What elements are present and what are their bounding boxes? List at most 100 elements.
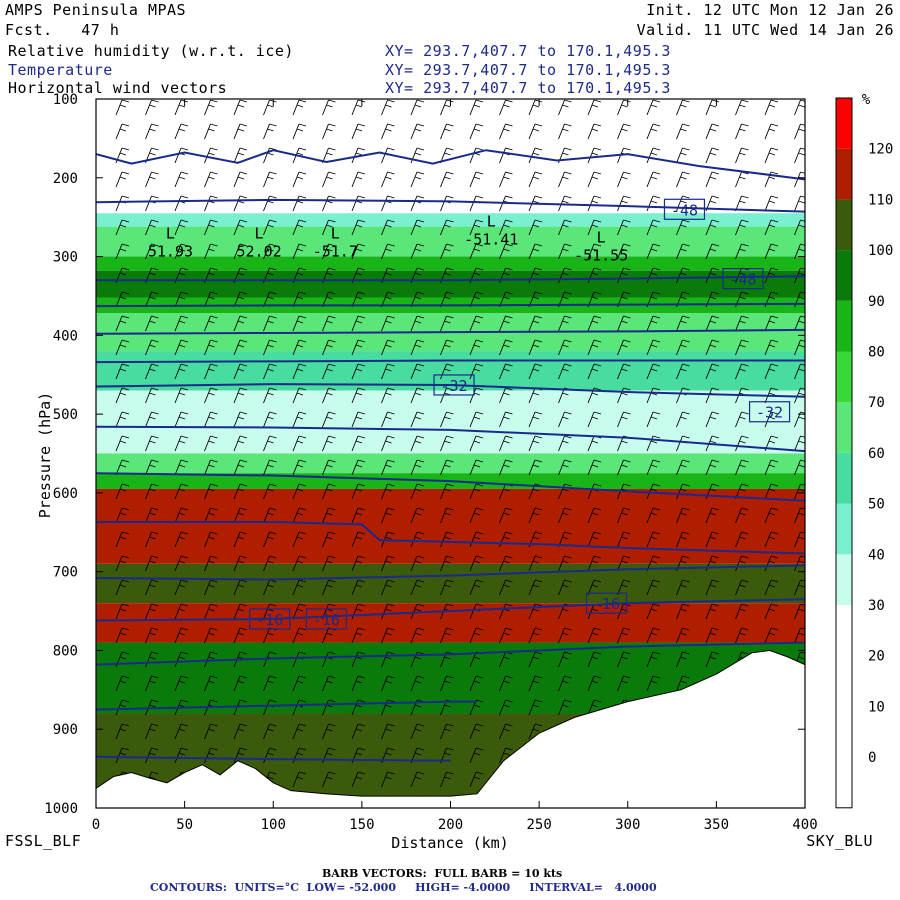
wind-barb — [204, 339, 218, 356]
wind-barb — [322, 483, 336, 500]
colorbar-swatch — [836, 148, 852, 200]
wind-barb — [233, 531, 248, 548]
wind-barb — [381, 651, 395, 668]
wind-barb — [263, 387, 277, 404]
x-tick-label: 0 — [92, 817, 100, 833]
rh-layer — [96, 453, 805, 474]
barb-legend: BARB VECTORS: FULL BARB = 10 kts — [322, 867, 563, 880]
wind-barb — [705, 579, 720, 596]
wind-barb — [381, 459, 395, 476]
wind-barb — [617, 195, 631, 212]
wind-barb — [381, 579, 395, 596]
wind-barb — [292, 555, 307, 572]
contour-label-box — [305, 608, 348, 630]
wind-barb — [410, 675, 425, 692]
wind-barb — [499, 243, 513, 260]
wind-barb — [528, 99, 543, 116]
wind-barb — [440, 411, 454, 428]
wind-barb — [322, 315, 336, 332]
terrain-surface — [96, 649, 805, 808]
wind-barb — [705, 411, 720, 428]
wind-barb — [263, 195, 277, 212]
wind-barb — [145, 531, 159, 548]
wind-barb — [410, 771, 425, 788]
wind-barb — [233, 675, 248, 692]
wind-barb — [115, 699, 130, 716]
colorbar-swatch — [836, 503, 852, 555]
wind-barb — [174, 363, 189, 380]
wind-barb — [115, 747, 130, 764]
wind-barb — [204, 603, 218, 620]
wind-barb — [292, 219, 307, 236]
wind-barb — [263, 435, 277, 452]
wind-barb — [617, 411, 631, 428]
wind-barb — [292, 99, 307, 116]
wind-barb — [410, 483, 425, 500]
low-marker: L — [597, 228, 606, 246]
wind-barb — [145, 723, 159, 740]
wind-barb — [558, 243, 572, 260]
wind-barb — [322, 555, 336, 572]
low-marker: L — [487, 213, 496, 231]
wind-barb — [794, 555, 805, 572]
wind-barb — [381, 387, 395, 404]
wind-barb — [558, 627, 572, 644]
wind-barb — [646, 531, 661, 548]
wind-barb — [292, 483, 307, 500]
wind-barb — [381, 555, 395, 572]
wind-barb — [174, 339, 189, 356]
wind-barb — [705, 99, 720, 116]
colorbar-swatch — [836, 300, 852, 352]
wind-barb — [351, 195, 366, 212]
wind-barb — [115, 195, 130, 212]
wind-barb — [646, 339, 661, 356]
x-tick-label: 350 — [704, 817, 729, 833]
wind-barb — [145, 627, 159, 644]
wind-barb — [587, 555, 602, 572]
wind-barb — [381, 219, 395, 236]
x-tick-label: 250 — [526, 817, 551, 833]
colorbar-level: 60 — [868, 446, 885, 462]
wind-barb — [263, 171, 277, 188]
wind-barb — [646, 195, 661, 212]
wind-barb — [676, 315, 690, 332]
y-tick-label: 600 — [53, 486, 78, 502]
wind-barb — [617, 675, 631, 692]
wind-barb — [735, 339, 749, 356]
wind-barb — [676, 267, 690, 284]
wind-barb — [764, 507, 779, 524]
wind-barb — [735, 123, 749, 140]
wind-barb — [528, 339, 543, 356]
wind-barb — [764, 195, 779, 212]
wind-barb — [145, 123, 159, 140]
wind-barb — [381, 123, 395, 140]
wind-barb — [558, 411, 572, 428]
wind-barb — [233, 99, 248, 116]
wind-barb — [794, 147, 805, 164]
wind-barb — [145, 315, 159, 332]
wind-barb — [764, 243, 779, 260]
wind-barb — [469, 579, 484, 596]
wind-barb — [204, 459, 218, 476]
colorbar-swatch — [836, 757, 852, 808]
wind-barb — [528, 507, 543, 524]
wind-barb — [469, 411, 484, 428]
wind-barb — [174, 147, 189, 164]
wind-barb — [499, 219, 513, 236]
wind-barb — [764, 363, 779, 380]
wind-barb — [794, 603, 805, 620]
wind-barb — [115, 171, 130, 188]
isotherm — [96, 641, 805, 666]
colorbar-level: 50 — [868, 497, 885, 513]
wind-barb — [469, 771, 484, 788]
wind-barb — [764, 99, 779, 116]
wind-barb — [174, 459, 189, 476]
wind-barb — [410, 219, 425, 236]
wind-barb — [115, 315, 130, 332]
wind-barb — [381, 603, 395, 620]
wind-barb — [174, 291, 189, 308]
wind-barb — [145, 603, 159, 620]
wind-barb — [292, 435, 307, 452]
wind-barb — [292, 723, 307, 740]
colorbar-level: 80 — [868, 345, 885, 361]
